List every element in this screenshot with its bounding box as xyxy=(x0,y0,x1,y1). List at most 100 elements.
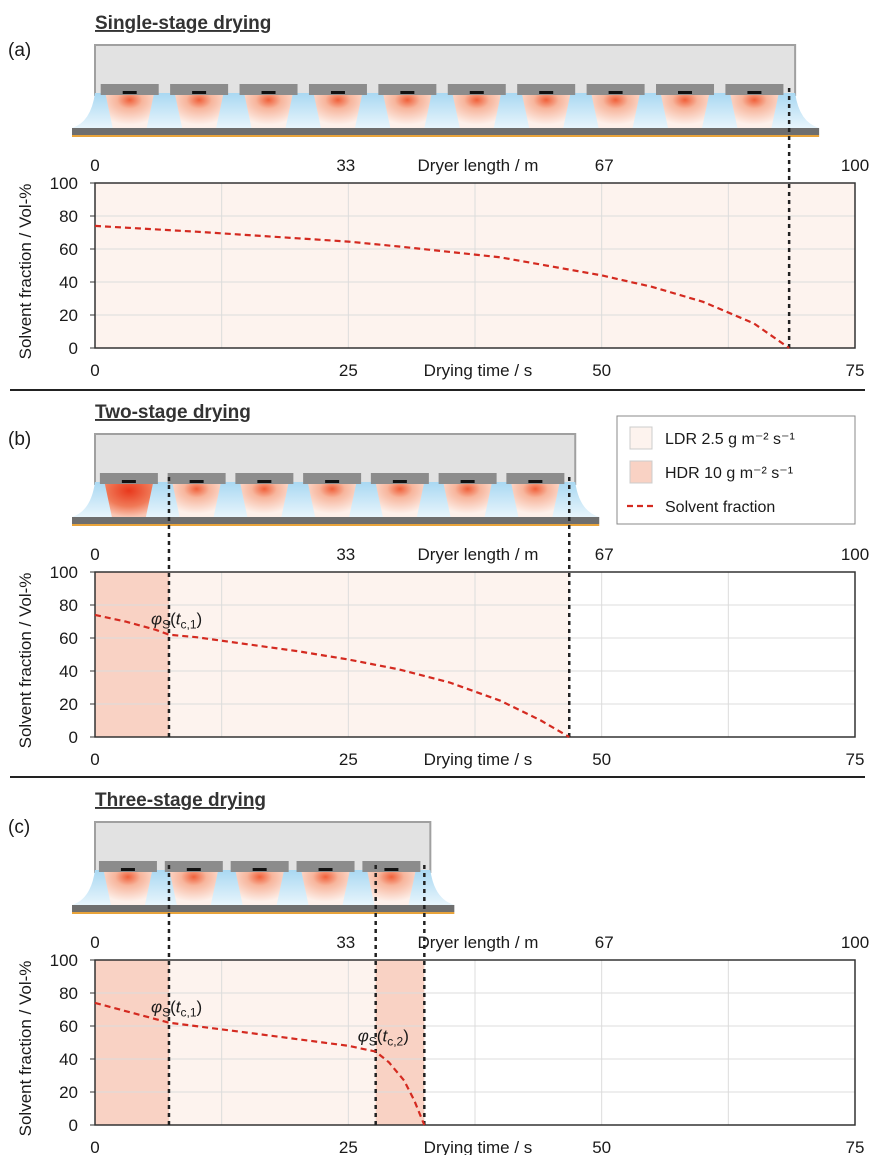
x-tick-label: 25 xyxy=(339,1138,358,1155)
annotation-part: ( xyxy=(170,998,176,1017)
belt xyxy=(72,517,600,524)
nozzle xyxy=(98,861,157,872)
nozzle-glow xyxy=(235,872,284,905)
nozzle-slit xyxy=(318,868,333,871)
x-tick-label: 50 xyxy=(592,1138,611,1155)
annotation-part: t xyxy=(176,998,182,1017)
y-tick-label: 60 xyxy=(59,240,78,259)
x2-tick-label: 100 xyxy=(841,545,869,564)
x-tick-label: 75 xyxy=(846,1138,865,1155)
annotation-part: ) xyxy=(403,1027,409,1046)
nozzle-slit xyxy=(192,91,207,94)
y-tick-label: 40 xyxy=(59,662,78,681)
nozzle-slit xyxy=(120,868,135,871)
chart-title: Single-stage drying xyxy=(95,13,271,34)
nozzle-glow xyxy=(730,95,779,128)
panel-label: (a) xyxy=(8,40,31,61)
nozzle xyxy=(303,473,362,484)
belt xyxy=(72,905,455,912)
y-tick-label: 60 xyxy=(59,1017,78,1036)
nozzle-slit xyxy=(469,91,484,94)
annotation: φS(tc,1) xyxy=(151,998,202,1020)
stage-region xyxy=(168,960,376,1125)
nozzle xyxy=(506,473,565,484)
nozzle xyxy=(100,84,159,95)
nozzle-slit xyxy=(330,91,345,94)
x-tick-label: 25 xyxy=(339,361,358,380)
nozzle xyxy=(230,861,289,872)
x2-tick-label: 0 xyxy=(90,545,99,564)
nozzle xyxy=(239,84,298,95)
stage-region xyxy=(375,960,425,1125)
x-tick-label: 50 xyxy=(592,750,611,769)
nozzle-slit xyxy=(122,91,137,94)
nozzle-slit xyxy=(608,91,623,94)
x2-tick-label: 100 xyxy=(841,933,869,952)
x-tick-label: 0 xyxy=(90,750,99,769)
x-tick-label: 50 xyxy=(592,361,611,380)
annotation-part: t xyxy=(176,610,182,629)
annotation-part: c,1 xyxy=(180,618,196,632)
nozzle-slit xyxy=(189,480,204,483)
nozzle-glow xyxy=(375,484,424,517)
nozzle-slit xyxy=(539,91,554,94)
stage-region xyxy=(168,572,570,737)
x2-tick-label: 0 xyxy=(90,156,99,175)
y-tick-label: 60 xyxy=(59,629,78,648)
x2-tick-label: 33 xyxy=(336,545,355,564)
x2-tick-label: 100 xyxy=(841,156,869,175)
nozzle-glow xyxy=(103,872,152,905)
x-axis-label: Drying time / s xyxy=(424,361,533,380)
nozzle-slit xyxy=(252,868,267,871)
nozzle-glow xyxy=(511,484,560,517)
substrate xyxy=(72,912,455,914)
series-line xyxy=(94,1001,426,1126)
y-tick-label: 80 xyxy=(59,984,78,1003)
nozzle-slit xyxy=(257,480,272,483)
nozzle xyxy=(362,861,421,872)
x-tick-label: 75 xyxy=(846,750,865,769)
nozzle-glow xyxy=(522,95,571,128)
nozzle-slit xyxy=(528,480,543,483)
nozzle-glow xyxy=(175,95,224,128)
nozzle xyxy=(370,473,429,484)
x2-tick-label: 0 xyxy=(90,933,99,952)
legend-label: Solvent fraction xyxy=(665,499,775,516)
chart-title: Three-stage drying xyxy=(95,790,266,811)
nozzle xyxy=(447,84,506,95)
y-tick-label: 40 xyxy=(59,1050,78,1069)
annotation-part: φ xyxy=(151,610,162,629)
nozzle xyxy=(586,84,645,95)
nozzle-slit xyxy=(460,480,475,483)
y-tick-label: 80 xyxy=(59,207,78,226)
nozzle-slit xyxy=(392,480,407,483)
x-tick-label: 0 xyxy=(90,1138,99,1155)
nozzle xyxy=(725,84,784,95)
substrate xyxy=(72,135,820,137)
y-tick-label: 20 xyxy=(59,695,78,714)
chart-title: Two-stage drying xyxy=(95,402,251,423)
annotation-part: c,1 xyxy=(180,1006,196,1020)
plot-frame xyxy=(94,182,856,349)
stage-region xyxy=(95,960,169,1125)
y-tick-label: 0 xyxy=(69,1116,78,1135)
x2-tick-label: 67 xyxy=(595,933,614,952)
nozzle-glow xyxy=(443,484,492,517)
nozzle-slit xyxy=(747,91,762,94)
nozzle-slit xyxy=(384,868,399,871)
legend-label: LDR 2.5 g m⁻² s⁻¹ xyxy=(665,431,795,448)
panel-label: (b) xyxy=(8,429,31,450)
nozzle xyxy=(164,861,223,872)
stage-region xyxy=(95,572,169,737)
nozzle xyxy=(296,861,355,872)
annotation-part: S xyxy=(162,618,170,632)
y-tick-label: 0 xyxy=(69,728,78,747)
annotation-part: φ xyxy=(151,998,162,1017)
annotation-part: S xyxy=(369,1035,377,1049)
substrate xyxy=(72,524,600,526)
x-axis-label: Drying time / s xyxy=(424,1138,533,1155)
nozzle-slit xyxy=(400,91,415,94)
nozzle-glow xyxy=(367,872,416,905)
nozzle-slit xyxy=(325,480,340,483)
